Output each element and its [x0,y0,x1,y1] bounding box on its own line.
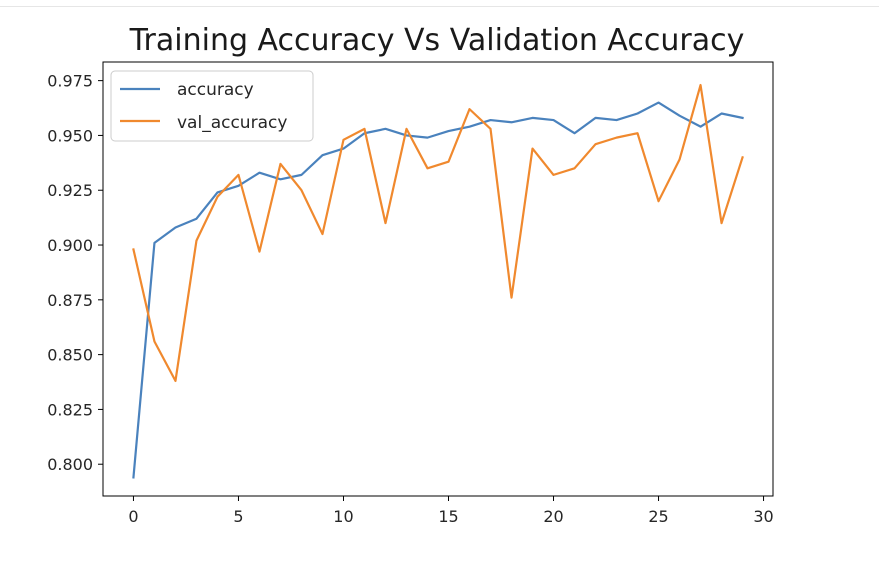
y-tick-label: 0.800 [47,455,93,474]
legend: accuracy val_accuracy [110,70,314,142]
y-tick-label: 0.900 [47,236,93,255]
x-tick-label: 30 [753,507,773,526]
x-tick-label: 5 [233,507,243,526]
x-tick-label: 20 [543,507,563,526]
y-tick-label: 0.975 [47,72,93,91]
y-tick-label: 0.825 [47,400,93,419]
x-axis: 0 5 10 15 20 25 30 [128,496,774,526]
plot-area-frame [102,61,774,497]
legend-label-accuracy: accuracy [177,80,254,100]
top-separator [0,0,879,7]
y-axis: 0.800 0.825 0.850 0.875 0.900 0.925 0.950 0.975 [47,72,103,474]
x-tick-label: 0 [128,507,138,526]
series-lines [132,83,744,479]
y-tick-label: 0.925 [47,181,93,200]
x-tick-label: 15 [438,507,458,526]
series-line-val-accuracy [132,83,744,383]
series-line-accuracy [132,101,744,479]
x-tick-label: 25 [648,507,668,526]
y-tick-label: 0.875 [47,291,93,310]
chart-title: Training Accuracy Vs Validation Accuracy [129,23,745,58]
x-tick-label: 10 [333,507,353,526]
legend-label-val-accuracy: val_accuracy [177,113,287,133]
y-tick-label: 0.950 [47,126,93,145]
y-tick-label: 0.850 [47,346,93,365]
legend-box [110,70,314,142]
